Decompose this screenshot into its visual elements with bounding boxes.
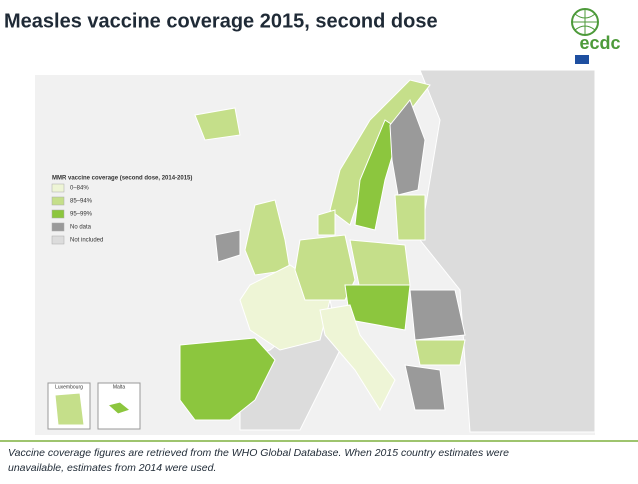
legend-label: No data — [70, 225, 92, 231]
legend-swatch — [51, 196, 65, 206]
inset-label: Luxembourg — [55, 384, 83, 390]
legend: MMR vaccine coverage (second dose, 2014-… — [51, 176, 192, 245]
logo: ecdc — [571, 8, 621, 64]
country — [319, 304, 396, 412]
legend-label: Not included — [70, 238, 103, 244]
country — [194, 107, 241, 141]
legend-label: 0–84% — [70, 186, 89, 192]
legend-label: 95–99% — [70, 212, 93, 218]
legend-title: MMR vaccine coverage (second dose, 2014-… — [52, 176, 192, 182]
country — [389, 99, 426, 196]
country — [409, 289, 466, 341]
country — [394, 194, 426, 241]
legend-swatch — [51, 222, 65, 232]
footnote: Vaccine coverage figures are retrieved f… — [8, 447, 509, 459]
legend-swatch — [51, 183, 65, 193]
inset-label: Malta — [113, 384, 125, 390]
country — [179, 337, 276, 421]
footnote: unavailable, estimates from 2014 were us… — [8, 462, 216, 474]
country — [106, 401, 132, 415]
legend-label: 85–94% — [70, 199, 93, 205]
country — [404, 364, 446, 411]
country — [317, 209, 336, 236]
legend-swatch — [51, 209, 65, 219]
country — [214, 229, 241, 263]
country — [349, 239, 411, 291]
legend-swatch — [51, 235, 65, 245]
country — [414, 339, 466, 366]
map — [35, 69, 596, 435]
logo-text: ecdc — [579, 33, 620, 53]
slide-title: Measles vaccine coverage 2015, second do… — [4, 10, 438, 32]
country — [54, 392, 85, 426]
country — [294, 234, 356, 301]
